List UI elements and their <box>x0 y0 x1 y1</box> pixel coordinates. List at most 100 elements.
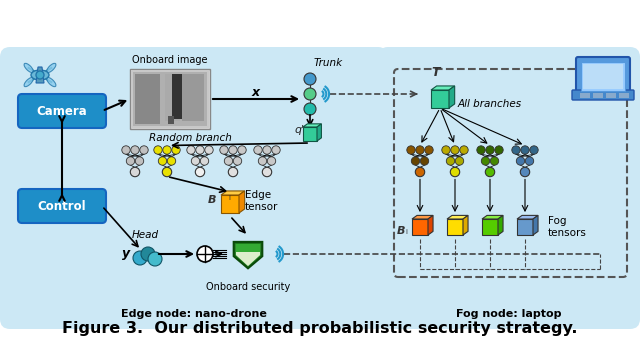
Polygon shape <box>221 191 244 195</box>
Circle shape <box>140 146 148 154</box>
Circle shape <box>460 146 468 154</box>
Polygon shape <box>239 191 244 213</box>
Bar <box>593 93 603 98</box>
Circle shape <box>304 88 316 100</box>
Text: Camera: Camera <box>36 104 88 118</box>
Bar <box>135 74 160 124</box>
Ellipse shape <box>24 77 33 87</box>
Bar <box>172 74 182 119</box>
Circle shape <box>495 146 503 154</box>
Polygon shape <box>303 127 317 141</box>
Ellipse shape <box>31 70 49 80</box>
Ellipse shape <box>24 64 33 73</box>
Bar <box>580 93 590 98</box>
Bar <box>165 74 180 121</box>
Circle shape <box>272 146 280 154</box>
Circle shape <box>36 71 44 79</box>
Circle shape <box>490 157 499 165</box>
Circle shape <box>228 167 237 177</box>
Circle shape <box>234 157 242 165</box>
FancyBboxPatch shape <box>572 90 634 100</box>
Polygon shape <box>447 215 468 219</box>
Circle shape <box>196 146 204 154</box>
Polygon shape <box>449 86 454 108</box>
Bar <box>581 62 625 91</box>
Text: All branches: All branches <box>458 99 522 109</box>
Circle shape <box>446 157 454 165</box>
Polygon shape <box>431 86 454 90</box>
Circle shape <box>220 146 228 154</box>
Bar <box>583 64 623 89</box>
Circle shape <box>455 157 464 165</box>
Circle shape <box>254 146 262 154</box>
Polygon shape <box>533 215 538 235</box>
Circle shape <box>148 252 162 266</box>
Circle shape <box>126 157 134 165</box>
Circle shape <box>259 157 267 165</box>
Circle shape <box>172 146 180 154</box>
Circle shape <box>442 146 450 154</box>
Circle shape <box>195 167 205 177</box>
Circle shape <box>477 146 485 154</box>
Circle shape <box>135 157 144 165</box>
Text: T: T <box>432 66 440 79</box>
Text: Fog node: laptop: Fog node: laptop <box>456 309 562 319</box>
Circle shape <box>512 146 520 154</box>
Polygon shape <box>482 215 503 219</box>
Polygon shape <box>236 244 260 266</box>
Text: Random branch: Random branch <box>148 133 232 143</box>
Circle shape <box>229 146 237 154</box>
Circle shape <box>304 73 316 85</box>
Bar <box>131 70 209 128</box>
Circle shape <box>485 167 495 177</box>
Text: x: x <box>252 86 260 99</box>
Text: Onboard security: Onboard security <box>206 282 290 292</box>
Polygon shape <box>517 215 538 219</box>
Polygon shape <box>482 219 498 235</box>
Polygon shape <box>234 242 262 268</box>
Text: Onboard image: Onboard image <box>132 55 208 65</box>
Circle shape <box>191 157 200 165</box>
Polygon shape <box>412 215 433 219</box>
Bar <box>130 69 210 129</box>
Circle shape <box>154 146 162 154</box>
Circle shape <box>451 167 460 177</box>
Bar <box>182 74 204 121</box>
Circle shape <box>521 146 529 154</box>
Polygon shape <box>36 67 44 83</box>
Circle shape <box>200 157 209 165</box>
Polygon shape <box>412 219 428 235</box>
Circle shape <box>415 167 425 177</box>
Polygon shape <box>221 195 239 213</box>
Circle shape <box>481 157 490 165</box>
Text: Control: Control <box>38 200 86 212</box>
Text: Edge node: nano-drone: Edge node: nano-drone <box>121 309 267 319</box>
Ellipse shape <box>47 77 56 87</box>
Polygon shape <box>428 215 433 235</box>
Text: B: B <box>397 226 405 236</box>
Circle shape <box>141 247 155 261</box>
Circle shape <box>238 146 246 154</box>
Text: Head: Head <box>131 230 159 240</box>
Circle shape <box>262 167 272 177</box>
Polygon shape <box>431 90 449 108</box>
Text: i: i <box>228 195 230 201</box>
Text: B: B <box>207 195 216 205</box>
Circle shape <box>163 146 172 154</box>
Bar <box>619 93 629 98</box>
Circle shape <box>451 146 460 154</box>
FancyBboxPatch shape <box>0 47 388 329</box>
Text: i: i <box>405 229 407 235</box>
Circle shape <box>268 157 276 165</box>
Circle shape <box>304 103 316 115</box>
Circle shape <box>163 167 172 177</box>
Bar <box>168 116 174 124</box>
Polygon shape <box>463 215 468 235</box>
Text: Figure 3.  Our distributed probabilistic security strategy.: Figure 3. Our distributed probabilistic … <box>62 321 578 336</box>
Circle shape <box>416 146 424 154</box>
Circle shape <box>407 146 415 154</box>
Circle shape <box>197 246 213 262</box>
Circle shape <box>525 157 534 165</box>
Circle shape <box>224 157 233 165</box>
Circle shape <box>420 157 429 165</box>
